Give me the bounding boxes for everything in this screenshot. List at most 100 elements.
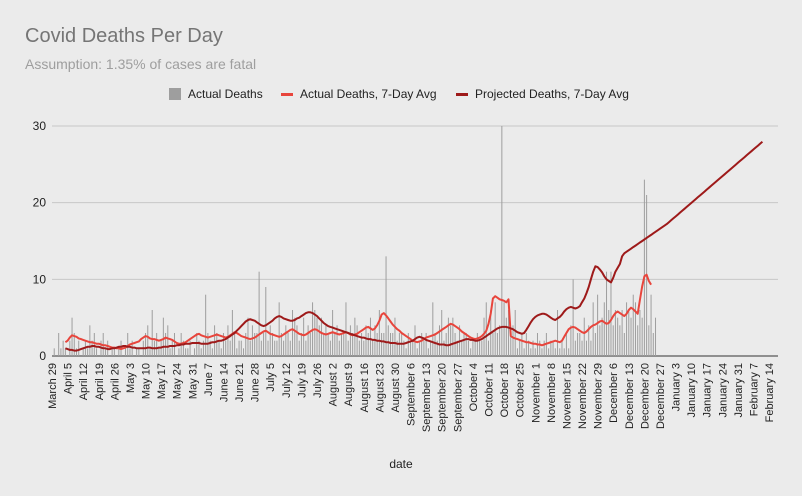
bar <box>198 340 200 356</box>
bar <box>200 348 202 356</box>
bar <box>590 340 592 356</box>
bar <box>89 325 91 356</box>
x-tick-label: July 12 <box>281 363 293 398</box>
bar <box>643 179 645 356</box>
bar <box>238 340 240 356</box>
bar <box>425 333 427 356</box>
bar <box>467 340 469 356</box>
x-tick-label: December 27 <box>655 363 667 429</box>
bar <box>619 325 621 356</box>
y-tick-label: 10 <box>33 272 47 286</box>
x-tick-label: June 28 <box>250 363 262 402</box>
bar <box>278 302 280 356</box>
bar <box>111 348 113 356</box>
bar <box>280 333 282 356</box>
x-tick-label: October 4 <box>468 363 480 411</box>
legend: Actual Deaths Actual Deaths, 7-Day Avg P… <box>0 87 802 105</box>
bar <box>347 340 349 356</box>
x-tick-label: February 14 <box>764 363 776 422</box>
bar <box>363 340 365 356</box>
bar <box>496 333 498 356</box>
bar <box>456 340 458 356</box>
bar <box>603 302 605 356</box>
bar <box>127 333 129 356</box>
bar <box>614 310 616 356</box>
bar <box>465 333 467 356</box>
legend-item-actual-avg: Actual Deaths, 7-Day Avg <box>281 87 437 101</box>
bar <box>434 333 436 356</box>
x-tick-label: July 26 <box>312 363 324 398</box>
bar <box>285 325 287 356</box>
bar <box>104 348 106 356</box>
bar <box>557 310 559 356</box>
bar <box>292 310 294 356</box>
bar <box>327 333 329 356</box>
bar <box>309 333 311 356</box>
bar <box>62 340 64 356</box>
bar <box>568 348 570 356</box>
bar <box>64 348 66 356</box>
x-tick-label: October 18 <box>499 363 511 417</box>
bar <box>523 348 525 356</box>
x-tick-label: December 20 <box>639 363 651 429</box>
bar <box>579 333 581 356</box>
bar <box>185 348 187 356</box>
bar <box>572 279 574 356</box>
bar <box>305 340 307 356</box>
bar <box>499 325 501 356</box>
bar <box>343 333 345 356</box>
x-tick-label: June 7 <box>203 363 215 396</box>
bar <box>73 333 75 356</box>
x-tick-label: August 16 <box>359 363 371 413</box>
x-tick-label: October 25 <box>515 363 527 417</box>
x-tick-label: July 5 <box>265 363 277 392</box>
bar <box>225 340 227 356</box>
legend-swatch-bar <box>169 88 181 100</box>
bar <box>372 340 374 356</box>
x-tick-label: August 2 <box>328 363 340 406</box>
bar <box>118 348 120 356</box>
bar <box>385 256 387 356</box>
bar <box>481 340 483 356</box>
bar <box>82 348 84 356</box>
bar <box>318 325 320 356</box>
bar <box>407 333 409 356</box>
bar <box>588 325 590 356</box>
bar <box>405 348 407 356</box>
bar <box>639 310 641 356</box>
bar <box>559 348 561 356</box>
bar <box>383 333 385 356</box>
bar <box>361 333 363 356</box>
legend-label: Actual Deaths <box>188 87 263 101</box>
bar <box>194 348 196 356</box>
bar <box>514 310 516 356</box>
bar <box>412 340 414 356</box>
bar <box>171 340 173 356</box>
bar <box>58 333 60 356</box>
bar <box>156 333 158 356</box>
bar <box>251 325 253 356</box>
bar <box>229 340 231 356</box>
bar <box>173 333 175 356</box>
bar <box>443 340 445 356</box>
bar <box>60 348 62 356</box>
x-tick-label: May 24 <box>172 363 184 399</box>
bar <box>581 340 583 356</box>
bar <box>623 333 625 356</box>
bar <box>583 317 585 356</box>
bar <box>307 325 309 356</box>
bar <box>574 340 576 356</box>
bar <box>167 325 169 356</box>
bar <box>214 325 216 356</box>
bar <box>75 348 77 356</box>
bar <box>648 325 650 356</box>
bar <box>338 340 340 356</box>
x-tick-label: September 20 <box>437 363 449 432</box>
y-tick-label: 30 <box>33 119 47 133</box>
bar <box>367 333 369 356</box>
bar <box>271 333 273 356</box>
bar <box>381 333 383 356</box>
bar <box>283 340 285 356</box>
bar <box>220 348 222 356</box>
